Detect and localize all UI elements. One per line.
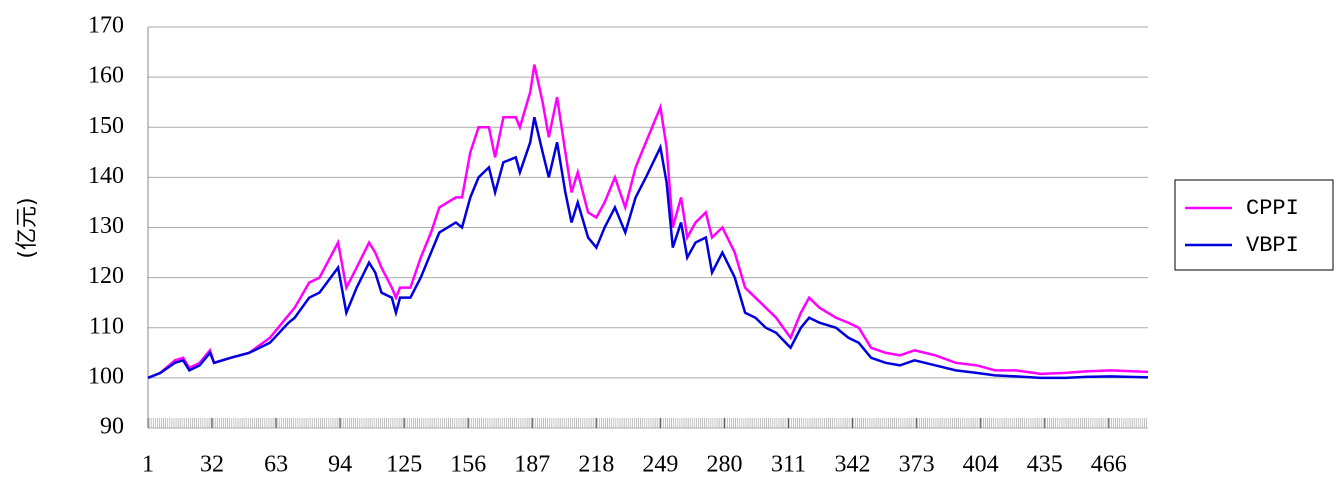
x-tick-label: 125: [386, 452, 422, 478]
y-tick-label: 120: [88, 263, 124, 289]
x-tick-label: 404: [963, 452, 999, 478]
y-tick-label: 150: [88, 113, 124, 139]
x-tick-label: 63: [264, 452, 288, 478]
y-tick-label: 140: [88, 163, 124, 189]
x-tick-label: 373: [899, 452, 935, 478]
series-line: [147, 116, 1149, 380]
legend-label: CPPI: [1246, 196, 1299, 221]
series-line: [147, 64, 1149, 380]
y-tick-label: 130: [88, 213, 124, 239]
y-axis-label: (亿元): [15, 197, 40, 258]
minor-ticks: [148, 418, 1148, 428]
x-tick-label: 466: [1091, 452, 1127, 478]
legend-label: VBPI: [1246, 233, 1299, 258]
y-tick-label: 100: [88, 363, 124, 389]
x-tick-label: 280: [706, 452, 742, 478]
y-tick-label: 160: [88, 63, 124, 89]
y-tick-label: 90: [100, 414, 124, 440]
y-tick-label: 170: [88, 13, 124, 39]
x-tick-label: 1: [142, 452, 154, 478]
x-tick-label: 187: [514, 452, 550, 478]
x-tick-label: 32: [200, 452, 224, 478]
x-tick-label: 156: [450, 452, 486, 478]
legend-box: [1174, 179, 1334, 271]
x-tick-label: 342: [835, 452, 871, 478]
x-tick-label: 435: [1027, 452, 1063, 478]
x-tick-label: 94: [328, 452, 352, 478]
x-tick-label: 249: [642, 452, 678, 478]
x-tick-label: 311: [771, 452, 806, 478]
y-tick-label: 110: [89, 313, 124, 339]
x-tick-label: 218: [578, 452, 614, 478]
